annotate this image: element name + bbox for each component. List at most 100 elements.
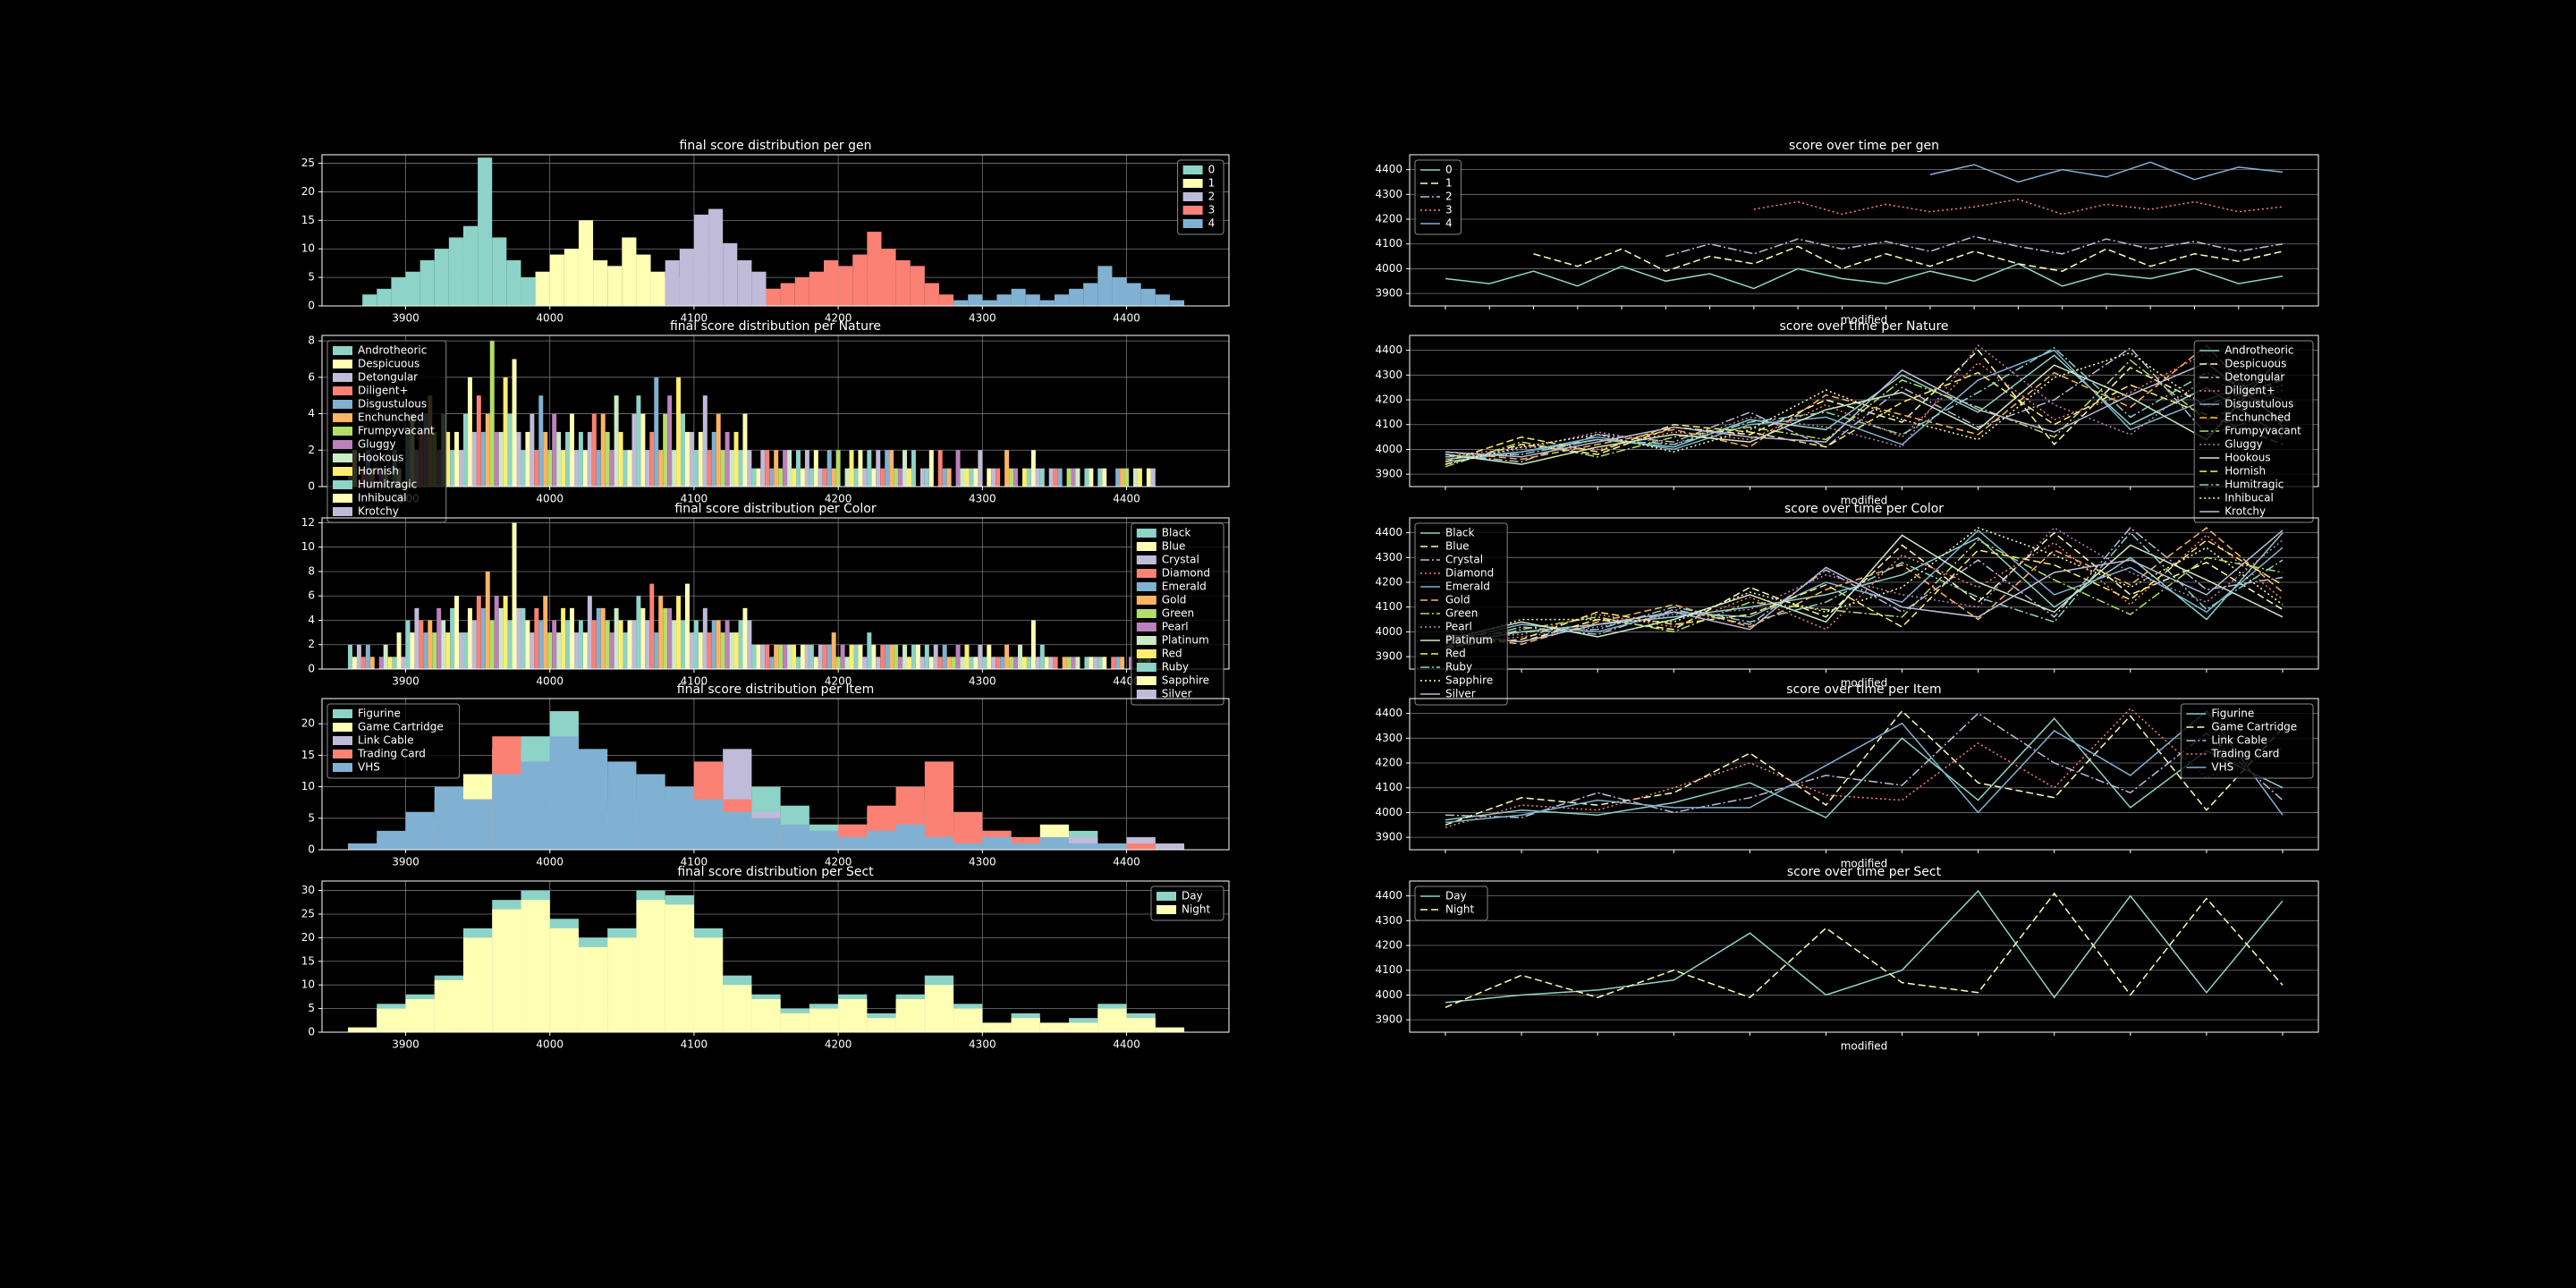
histogram-bar [969,657,974,669]
histogram-bar [600,413,606,487]
histogram-bar [729,450,734,487]
legend-label: Pearl [1162,621,1189,633]
histogram-bar [552,620,557,669]
histogram-bar [738,620,743,669]
histogram-bar [507,620,513,669]
histogram-bar [915,644,920,669]
histogram-bar [955,644,961,669]
histogram-bar [565,620,571,669]
histogram-bar [826,450,832,487]
histogram-bar [1069,288,1084,306]
legend-label: 3 [1208,204,1216,216]
histogram-bar [593,259,608,306]
histogram-bar [1097,657,1103,669]
y-tick-label: 15 [301,749,315,761]
histogram-bar [348,644,352,669]
y-tick-label: 4200 [1375,576,1402,589]
histogram-bar [895,824,925,850]
histogram-bar [1013,657,1019,669]
x-axis-label: modified [1841,495,1888,507]
histogram-bar [480,607,486,669]
histogram-bar [1155,843,1185,850]
legend-label: Link Cable [2211,734,2267,747]
legend-box [326,340,447,523]
histogram-bar [987,468,992,487]
histogram-bar [911,450,916,487]
x-tick-label: 4100 [681,493,708,505]
histogram-bar [476,596,481,669]
plot-frame [321,154,1230,307]
x-tick-label: 4200 [825,493,852,505]
histogram-bar [924,468,929,487]
histogram-bar [702,607,708,669]
histogram-bar [1018,644,1022,669]
histogram-bar [924,985,954,1032]
histogram-bar [535,271,550,306]
histogram-bar [489,341,495,487]
histogram-bar [737,259,752,306]
y-tick-label: 4400 [1375,707,1402,719]
y-tick-label: 2 [308,638,315,650]
legend-swatch [333,709,352,718]
histogram-bar [942,468,947,487]
x-tick-label: 4000 [536,493,564,505]
legend-label: Gluggy [358,438,396,451]
histogram-bar [809,1008,839,1032]
histogram-bar [774,450,779,487]
legend-label: Sapphire [1162,674,1209,687]
series-line [1445,527,2284,646]
legend-label: Figurine [2211,708,2254,720]
series-line [1445,346,2284,458]
histogram-bar [356,644,361,669]
histogram-bar [792,644,797,669]
histogram-bar [1021,657,1027,669]
histogram-bar [360,657,366,669]
histogram-bar [672,450,677,487]
histogram-bar [751,818,781,850]
histogram-bar [492,909,521,1032]
legend-label: 2 [1208,191,1216,203]
histogram-bar [1053,468,1058,487]
histogram-bar [919,468,925,487]
histogram-bar [800,468,805,487]
series-line [1445,532,2284,646]
histogram-bar [362,294,377,306]
y-tick-label: 25 [301,907,315,919]
histogram-bar [596,450,601,487]
histogram-bar [410,632,415,669]
histogram-bar [902,450,908,487]
legend-label: Enchunched [358,411,424,424]
legend-label: Despicuous [2224,358,2286,370]
histogram-bar [938,294,954,306]
histogram-bar [960,468,965,487]
x-tick-label: 4200 [825,1038,852,1051]
histogram-bar [405,811,435,850]
histogram-bar [867,632,872,669]
histogram-bar [769,468,775,487]
histogram-bar [953,1008,983,1032]
legend-box [326,703,461,779]
series-line [1445,529,2284,643]
series-line [1445,530,2284,643]
histogram-bar [723,242,738,306]
histogram-bar [600,607,606,669]
y-tick-label: 4000 [1375,443,1402,455]
histogram-bar [352,657,357,669]
histogram-bar [895,259,911,306]
y-tick-label: 4400 [1375,163,1402,175]
x-tick-label: 4400 [1113,493,1140,505]
histogram-bar [654,632,659,669]
histogram-bar [689,632,694,669]
histogram-bar [783,450,788,487]
histogram-bar [996,657,1001,669]
chart: final score distribution per Color 0 2 4 6 8 1… [301,502,1230,706]
histogram-bar [693,620,699,669]
histogram-bar [570,413,574,487]
histogram-bar [982,657,987,669]
histogram-bar [1097,843,1127,850]
histogram-bar [853,644,859,669]
legend-label: Green [1445,607,1478,620]
histogram-bar [858,450,863,487]
histogram-bar [1075,468,1080,487]
